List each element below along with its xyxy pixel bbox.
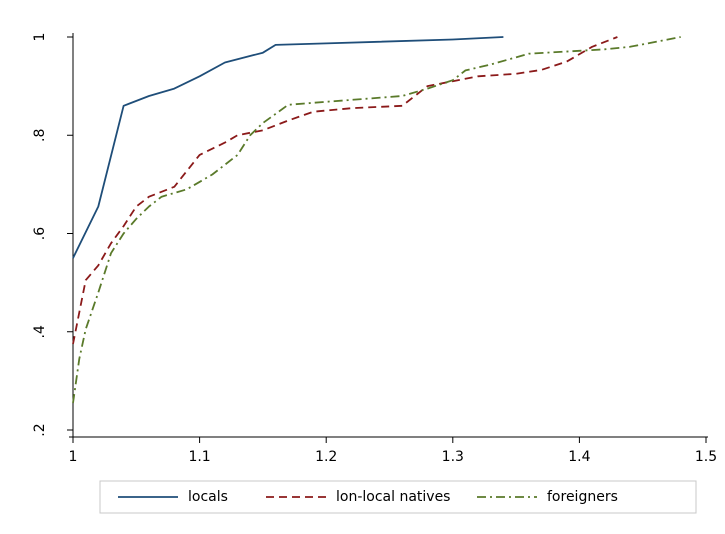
x-tick-label: 1.5 (695, 449, 717, 465)
y-tick-label: .2 (32, 423, 48, 436)
axes: 1 1.1 1.2 1.3 1.4 1.5 .2 .4 .6 .8 1 (32, 33, 717, 465)
series-line-2 (72, 36, 618, 345)
legend-frame (99, 480, 697, 514)
y-tick-label: 1 (32, 33, 48, 42)
y-tick-label: .8 (32, 129, 48, 142)
x-tick-label: 1.1 (188, 449, 210, 465)
series-line-3 (72, 36, 681, 404)
legend-label-1: locals (188, 489, 228, 505)
x-tick-label: 1.3 (442, 449, 464, 465)
legend-label-3: foreigners (547, 489, 618, 505)
x-tick-label: 1 (69, 449, 78, 465)
legend: locals lon-local natives foreigners (99, 480, 697, 514)
plot-series (72, 36, 681, 404)
x-tick-label: 1.2 (315, 449, 337, 465)
y-tick-label: .6 (32, 227, 48, 240)
series-line-1 (72, 36, 504, 259)
x-tick-label: 1.4 (568, 449, 590, 465)
y-tick-label: .4 (32, 325, 48, 338)
legend-label-2: lon-local natives (336, 489, 450, 505)
